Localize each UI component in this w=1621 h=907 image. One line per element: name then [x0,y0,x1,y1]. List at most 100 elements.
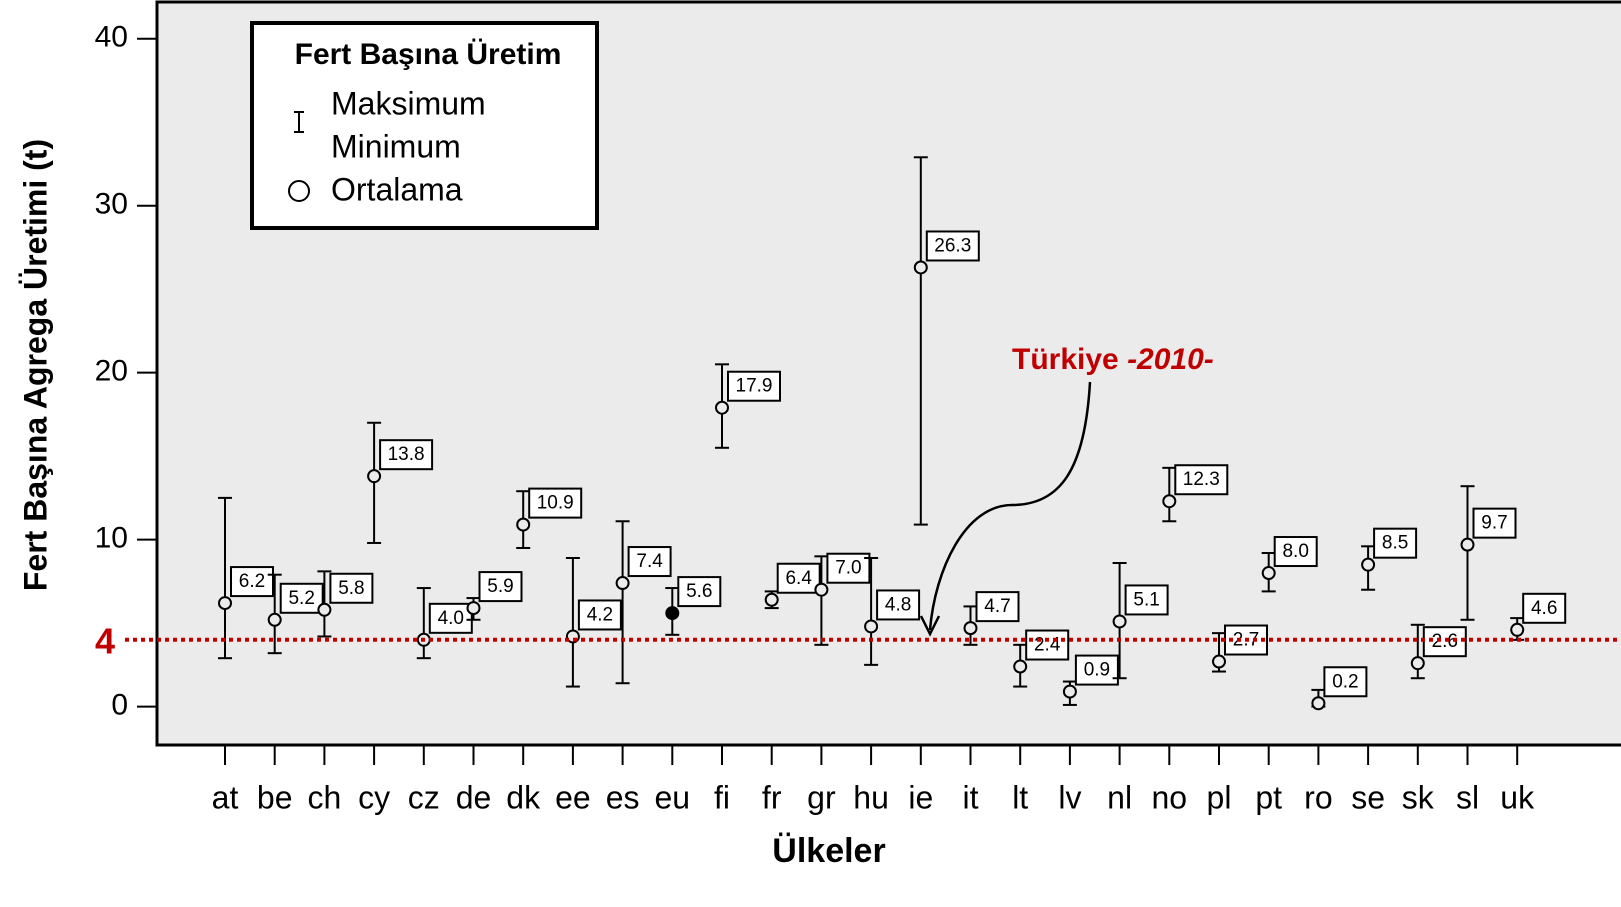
mean-marker [715,400,729,415]
mean-marker [267,612,282,627]
mean-marker [1261,566,1276,581]
annotation-text: Türkiye [1012,343,1119,376]
value-label: 7.0 [835,558,861,579]
x-tick-label: uk [1500,779,1535,815]
mean-marker [864,619,879,634]
legend: Fert Başına Üretim Maksimum Minimum Orta… [250,21,599,230]
value-label-box [1472,507,1517,539]
value-label: 4.7 [984,596,1010,617]
mean-marker [1062,684,1077,699]
mean-marker [913,260,928,275]
x-tick-label: at [212,779,239,815]
value-label-box [1074,654,1119,686]
y-tick-label: 0 [111,689,128,722]
value-label-box [627,546,672,578]
x-tick-label: fr [762,779,782,815]
value-label-box [528,487,583,519]
x-tick-label: sk [1402,779,1435,815]
annotation-emphasis: -2010- [1127,343,1214,376]
annotation: Türkiye -2010- [1012,343,1214,376]
x-tick-label: hu [853,779,889,815]
legend-circle-icon [288,180,310,202]
value-label-box [1174,464,1229,496]
value-label: 0.2 [1332,671,1358,692]
x-tick-label: ie [908,779,933,815]
x-tick-label: it [963,779,979,815]
x-tick-label: cz [408,779,440,815]
value-label-box [1323,666,1368,698]
annotation-arrowhead [919,615,941,637]
value-label: 5.1 [1133,589,1159,610]
mean-marker [615,576,630,591]
x-tick-label: lt [1012,779,1028,815]
value-label: 13.8 [388,444,425,465]
value-label-box [776,562,821,594]
x-axis-label: Ülkeler [772,832,885,870]
x-tick-label: gr [807,779,836,815]
mean-marker [1460,537,1475,552]
value-label-box [230,566,274,598]
reference-label: 4 [95,620,115,661]
x-tick-label: ee [555,779,591,815]
x-tick-label: pl [1207,779,1232,815]
mean-marker [1311,696,1326,711]
value-label-box [1522,592,1567,624]
value-label: 8.0 [1282,541,1308,562]
value-label: 8.5 [1382,533,1408,554]
legend-entry: Ortalama [331,171,463,207]
value-label-box [727,370,781,402]
value-label-box [478,571,523,603]
y-tick-label: 10 [95,522,128,555]
x-tick-label: se [1351,779,1385,815]
value-label-box [677,576,722,608]
mean-marker [1112,614,1127,629]
value-label-box [1373,527,1418,559]
x-tick-label: cy [358,779,390,815]
x-tick-label: be [257,779,293,815]
value-label: 2.6 [1432,631,1458,652]
mean-marker [516,517,531,532]
value-label: 6.4 [785,568,812,589]
mean-marker [367,469,382,484]
mean-marker [963,621,978,636]
value-label-box [428,602,473,634]
value-label: 5.2 [288,588,314,609]
value-label: 6.2 [239,571,265,592]
mean-marker [1410,656,1425,671]
mean-marker [1361,557,1376,572]
value-label-box [1025,629,1070,661]
value-label: 10.9 [537,493,574,514]
value-label: 0.9 [1084,660,1110,681]
legend-entry: Maksimum [331,85,486,121]
mean-marker [665,606,680,621]
value-label-box [826,552,871,584]
y-tick-label: 30 [95,188,128,221]
x-tick-label: sl [1456,779,1479,815]
value-label-box [876,589,921,621]
value-label: 4.6 [1531,598,1557,619]
y-tick-label: 40 [95,21,128,54]
mean-marker [1162,494,1177,509]
value-label: 2.4 [1034,635,1061,656]
x-tick-label: lv [1058,779,1081,815]
mean-marker [1013,659,1028,674]
value-label: 12.3 [1183,469,1220,490]
x-tick-label: pt [1255,779,1282,815]
value-label-box [379,439,434,471]
mean-marker [1510,622,1525,637]
x-tick-label: eu [655,779,691,815]
x-tick-label: ch [308,779,342,815]
value-label: 5.9 [487,576,513,597]
mean-marker [218,596,232,611]
value-label-box [279,582,324,614]
mean-marker [814,582,829,597]
mean-marker [764,592,779,607]
legend-title: Fert Başına Üretim [295,38,562,71]
mean-marker [1212,654,1226,669]
value-label-box [329,572,374,604]
x-tick-label: nl [1107,779,1132,815]
value-label-box [1124,584,1169,616]
x-tick-label: ro [1304,779,1332,815]
value-label: 9.7 [1481,513,1507,534]
